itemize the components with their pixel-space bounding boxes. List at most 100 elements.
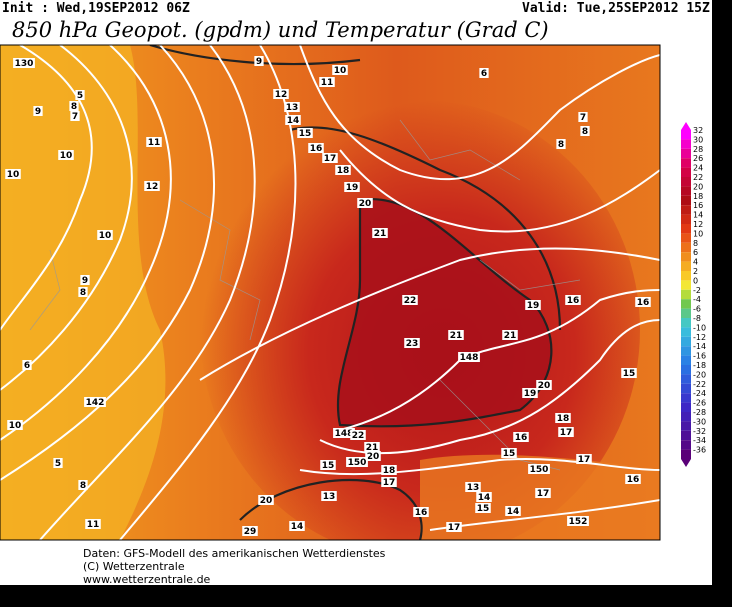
map-label: 16 — [515, 433, 528, 443]
map-label: 15 — [322, 461, 335, 471]
colorbar-label: 4 — [693, 258, 698, 267]
colorbar-swatch — [681, 327, 691, 337]
map-label: 11 — [148, 138, 161, 148]
label-box — [558, 427, 574, 437]
colorbar-swatch — [681, 224, 691, 234]
colorbar-tip — [681, 459, 691, 467]
colorbar-label: 12 — [693, 220, 703, 229]
label-box — [78, 480, 88, 490]
label-box — [78, 287, 88, 297]
label-box — [381, 477, 397, 487]
init-time: Init : Wed,19SEP2012 06Z — [2, 1, 190, 16]
colorbar-label: 2 — [693, 267, 698, 276]
label-box — [567, 516, 589, 526]
map-label: 152 — [569, 517, 588, 527]
map-label: 142 — [86, 398, 105, 408]
colorbar-swatch — [681, 167, 691, 177]
label-box — [402, 295, 418, 305]
label-box — [621, 368, 637, 378]
map-label: 13 — [286, 103, 299, 113]
colorbar-label: -8 — [693, 314, 701, 323]
map-label: 16 — [627, 475, 640, 485]
map-label: 18 — [337, 166, 350, 176]
colorbar-swatch — [681, 261, 691, 271]
map-label: 8 — [80, 288, 86, 298]
label-box — [635, 297, 651, 307]
colorbar-label: 20 — [693, 182, 703, 191]
map-label: 15 — [477, 504, 490, 514]
contour — [119, 45, 297, 540]
map-label: 16 — [567, 296, 580, 306]
contour — [0, 45, 133, 391]
colorbar-label: 10 — [693, 229, 703, 238]
label-box — [321, 491, 337, 501]
map-label: 14 — [287, 116, 300, 126]
colorbar-label: 22 — [693, 173, 703, 182]
label-box — [448, 330, 464, 340]
footer-line: (C) Wetterzentrale — [83, 560, 185, 573]
map-label: 20 — [367, 452, 380, 462]
map-label: 9 — [82, 276, 88, 286]
label-box — [335, 165, 351, 175]
map-label: 16 — [310, 144, 323, 154]
colorbar-label: 26 — [693, 154, 703, 163]
map-label: 14 — [478, 493, 491, 503]
footer-line: www.wetterzentrale.de — [83, 573, 211, 586]
colorbar-swatch — [681, 139, 691, 149]
label-box — [144, 181, 160, 191]
map-label: 17 — [448, 523, 461, 533]
map-label: 15 — [299, 129, 312, 139]
label-box — [565, 295, 581, 305]
label-box — [5, 169, 21, 179]
map-label: 10 — [334, 66, 347, 76]
contour — [199, 247, 660, 381]
colorbar-swatch — [681, 271, 691, 281]
label-box — [372, 228, 388, 238]
map-label: 16 — [637, 298, 650, 308]
title: 850 hPa Geopot. (gpdm) und Temperatur (G… — [12, 18, 549, 42]
colorbar-label: 16 — [693, 201, 703, 210]
colorbar-label: -20 — [693, 370, 706, 379]
label-box — [285, 115, 301, 125]
valid-time: Valid: Tue,25SEP2012 15Z — [522, 1, 710, 16]
colorbar-swatch — [681, 393, 691, 403]
colorbar-swatch — [681, 365, 691, 375]
label-box — [535, 488, 551, 498]
colorbar-swatch — [681, 148, 691, 159]
label-box — [446, 522, 462, 532]
map-label: 14 — [291, 522, 304, 532]
colorbar-swatch — [681, 383, 691, 394]
label-box — [258, 495, 274, 505]
label-box — [346, 457, 368, 467]
colorbar-label: -4 — [693, 295, 701, 304]
label-box — [576, 454, 592, 464]
label-box — [242, 526, 258, 536]
label-box — [404, 338, 420, 348]
colorbar-swatch — [681, 318, 691, 328]
label-box — [555, 413, 571, 423]
colorbar-swatch — [681, 346, 691, 356]
label-box — [536, 380, 552, 390]
map-label: 10 — [60, 151, 73, 161]
map-label: 9 — [35, 107, 41, 117]
label-box — [53, 458, 63, 468]
label-box — [525, 300, 541, 310]
colorbar-swatch — [681, 421, 691, 431]
map-label: 10 — [7, 170, 20, 180]
label-box — [476, 492, 492, 502]
map-label: 10 — [99, 231, 112, 241]
label-box — [333, 428, 355, 438]
map-label: 21 — [366, 443, 379, 453]
colorbar-swatch — [681, 214, 691, 224]
colorbar-label: -28 — [693, 408, 706, 417]
label-box — [284, 102, 300, 112]
colorbar-swatch — [681, 449, 691, 459]
label-box — [625, 474, 641, 484]
colorbar-label: -34 — [693, 436, 706, 445]
label-box — [505, 506, 521, 516]
label-box — [381, 465, 397, 475]
colorbar-swatch — [681, 252, 691, 262]
colorbar-swatch — [681, 308, 691, 318]
